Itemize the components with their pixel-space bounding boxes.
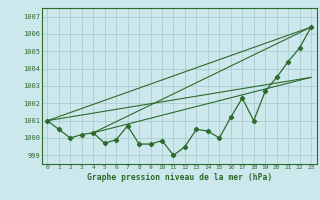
X-axis label: Graphe pression niveau de la mer (hPa): Graphe pression niveau de la mer (hPa)	[87, 173, 272, 182]
